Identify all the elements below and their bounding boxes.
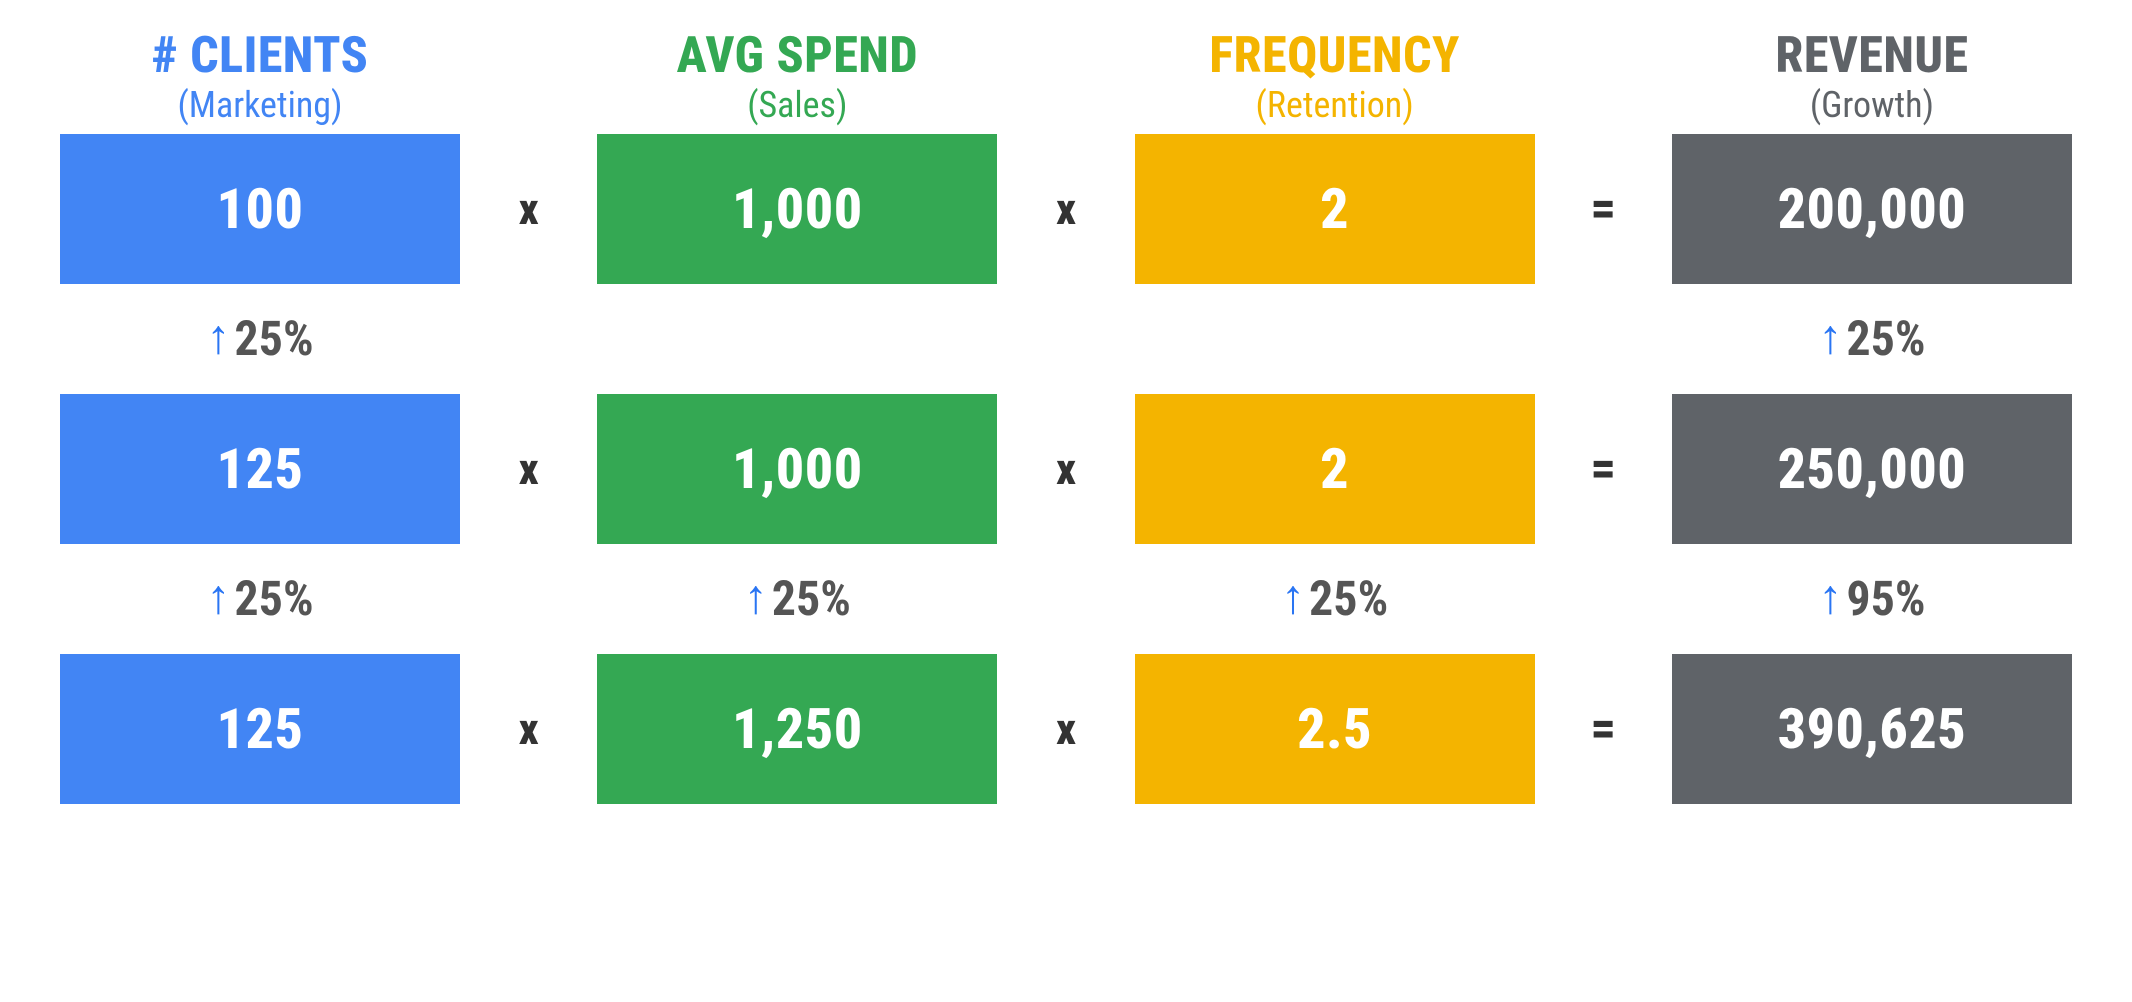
- header-frequency-title: FREQUENCY: [1135, 30, 1535, 83]
- change3-gap-3: [1543, 544, 1663, 654]
- row3-op-mult-1: x: [469, 703, 589, 755]
- row2-spend-block: 1,000: [597, 394, 997, 544]
- change3-clients-value: 25%: [234, 575, 313, 623]
- revenue-formula-infographic: # CLIENTS (Marketing) AVG SPEND (Sales) …: [0, 0, 2132, 1002]
- change3-revenue-value: 95%: [1846, 575, 1925, 623]
- change2-revenue-value: 25%: [1846, 315, 1925, 363]
- header-clients: # CLIENTS (Marketing): [60, 30, 460, 134]
- row3-spend-value: 1,250: [732, 696, 863, 762]
- row3-clients-block: 125: [60, 654, 460, 804]
- grid: # CLIENTS (Marketing) AVG SPEND (Sales) …: [60, 30, 2072, 804]
- row1-op-mult-2: x: [1006, 183, 1126, 235]
- row1-op-mult-1: x: [469, 183, 589, 235]
- row1-frequency-value: 2: [1320, 176, 1349, 242]
- header-revenue-sub: (Growth): [1672, 87, 2072, 125]
- header-spend-sub: (Sales): [597, 87, 997, 125]
- row2-op-mult-2: x: [1006, 443, 1126, 495]
- row2-revenue-value: 250,000: [1778, 436, 1967, 502]
- row1-frequency-block: 2: [1135, 134, 1535, 284]
- change2-gap-2: [1006, 284, 1126, 394]
- header-clients-title: # CLIENTS: [60, 30, 460, 83]
- row1-spend-block: 1,000: [597, 134, 997, 284]
- row1-revenue-block: 200,000: [1672, 134, 2072, 284]
- row1-revenue-value: 200,000: [1778, 176, 1967, 242]
- row1-op-eq: =: [1543, 180, 1663, 238]
- change2-gap-1: [469, 284, 589, 394]
- change2-spend-cell: [597, 284, 997, 394]
- header-clients-sub: (Marketing): [60, 87, 460, 125]
- row2-clients-block: 125: [60, 394, 460, 544]
- change3-clients-cell: ↑ 25%: [60, 544, 460, 654]
- row2-spend-value: 1,000: [732, 436, 863, 502]
- change3-spend: ↑ 25%: [744, 575, 851, 623]
- row3-revenue-value: 390,625: [1778, 696, 1967, 762]
- up-arrow-icon: ↑: [1281, 573, 1305, 621]
- row3-spend-block: 1,250: [597, 654, 997, 804]
- change2-clients-cell: ↑ 25%: [60, 284, 460, 394]
- change3-frequency-cell: ↑ 25%: [1135, 544, 1535, 654]
- header-spend: AVG SPEND (Sales): [597, 30, 997, 134]
- row2-revenue-block: 250,000: [1672, 394, 2072, 544]
- row3-frequency-value: 2.5: [1297, 696, 1372, 762]
- change3-revenue: ↑ 95%: [1818, 575, 1925, 623]
- up-arrow-icon: ↑: [206, 573, 230, 621]
- row3-revenue-block: 390,625: [1672, 654, 2072, 804]
- row2-op-mult-1: x: [469, 443, 589, 495]
- row3-op-eq: =: [1543, 700, 1663, 758]
- change2-clients: ↑ 25%: [206, 315, 313, 363]
- change2-clients-value: 25%: [234, 315, 313, 363]
- row3-frequency-block: 2.5: [1135, 654, 1535, 804]
- row2-frequency-block: 2: [1135, 394, 1535, 544]
- row2-op-eq: =: [1543, 440, 1663, 498]
- header-frequency-sub: (Retention): [1135, 87, 1535, 125]
- row1-clients-value: 100: [217, 176, 304, 242]
- change3-revenue-cell: ↑ 95%: [1672, 544, 2072, 654]
- change3-gap-1: [469, 544, 589, 654]
- change3-clients: ↑ 25%: [206, 575, 313, 623]
- up-arrow-icon: ↑: [1818, 573, 1842, 621]
- up-arrow-icon: ↑: [206, 313, 230, 361]
- change2-revenue-cell: ↑ 25%: [1672, 284, 2072, 394]
- change3-gap-2: [1006, 544, 1126, 654]
- header-revenue-title: REVENUE: [1672, 30, 2072, 83]
- row1-clients-block: 100: [60, 134, 460, 284]
- change2-frequency-cell: [1135, 284, 1535, 394]
- row2-clients-value: 125: [217, 436, 304, 502]
- change2-gap-3: [1543, 284, 1663, 394]
- up-arrow-icon: ↑: [744, 573, 768, 621]
- change2-revenue: ↑ 25%: [1818, 315, 1925, 363]
- row2-frequency-value: 2: [1320, 436, 1349, 502]
- row3-op-mult-2: x: [1006, 703, 1126, 755]
- change3-frequency-value: 25%: [1309, 575, 1388, 623]
- change3-spend-value: 25%: [772, 575, 851, 623]
- header-frequency: FREQUENCY (Retention): [1135, 30, 1535, 134]
- change3-frequency: ↑ 25%: [1281, 575, 1388, 623]
- header-spend-title: AVG SPEND: [597, 30, 997, 83]
- change3-spend-cell: ↑ 25%: [597, 544, 997, 654]
- row1-spend-value: 1,000: [732, 176, 863, 242]
- header-revenue: REVENUE (Growth): [1672, 30, 2072, 134]
- row3-clients-value: 125: [217, 696, 304, 762]
- up-arrow-icon: ↑: [1818, 313, 1842, 361]
